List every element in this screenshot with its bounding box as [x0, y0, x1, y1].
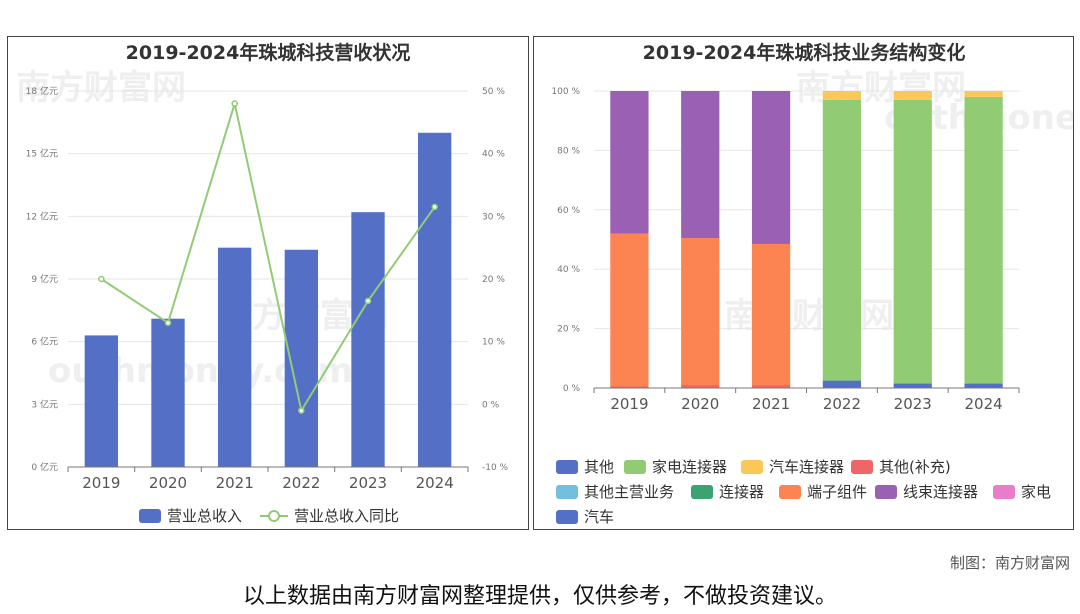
legend-label-2[interactable]: 汽车连接器: [769, 458, 844, 476]
x-tick-label: 2024: [964, 395, 1002, 413]
legend-swatch-3[interactable]: [851, 460, 873, 474]
disclaimer-text: 以上数据由南方财富网整理提供，仅供参考，不做投资建议。: [242, 584, 837, 609]
x-tick-label: 2023: [894, 395, 932, 413]
stack-segment-2: [822, 91, 862, 100]
legend-label-6[interactable]: 端子组件: [807, 483, 867, 501]
y-tick-label: 9 亿元: [31, 273, 58, 285]
stack-segment-3: [681, 385, 720, 388]
chart-title: 2019-2024年珠城科技营收状况: [126, 41, 411, 64]
revenue-bar: [418, 132, 452, 467]
y-tick-label: 15 亿元: [26, 148, 58, 160]
legend-label-yoy[interactable]: 营业总收入同比: [294, 507, 399, 525]
structure-chart: 南方财富网 南方财富网 outhmoney.com 2019-2024年珠城科技…: [551, 41, 1073, 526]
stack-segment-7: [681, 91, 720, 239]
x-tick-label: 2019: [610, 395, 648, 413]
legend-swatch-8[interactable]: [993, 485, 1015, 499]
stack-segment-1: [822, 99, 862, 381]
legend-label-revenue[interactable]: 营业总收入: [167, 507, 242, 525]
yoy-point: [364, 297, 372, 305]
watermark: 南方财富网: [16, 68, 186, 108]
y-tick-label: 0 亿元: [31, 461, 58, 473]
revenue-bar: [151, 318, 185, 467]
yoy-point: [231, 100, 238, 107]
stack-segment-1: [964, 96, 1003, 384]
y2-tick-label: 0 %: [482, 400, 500, 410]
legend-label-0[interactable]: 其他: [584, 458, 614, 476]
y-tick-label: 18 亿元: [26, 85, 58, 97]
legend-swatch-1[interactable]: [624, 460, 646, 474]
stack-segment-3: [610, 386, 649, 388]
legend-label-1[interactable]: 家电连接器: [652, 458, 727, 476]
legend-label-7[interactable]: 线束连接器: [903, 483, 978, 501]
yoy-point: [164, 319, 172, 327]
stack-segment-6: [681, 238, 720, 386]
y2-tick-label: 30 %: [482, 212, 505, 222]
legend-swatch-7[interactable]: [875, 485, 897, 499]
chart-credit: 制图：南方财富网: [949, 554, 1070, 572]
stack-segment-7: [751, 91, 791, 244]
revenue-chart: 南方财富网 outhmoney.com 南方财富网 2019-2024年珠城科技…: [16, 41, 509, 525]
watermark: 南方财富网: [724, 296, 894, 336]
stack-segment-0: [893, 383, 932, 388]
y-tick-label: 20 %: [557, 325, 580, 335]
y-tick-label: 3 亿元: [31, 398, 58, 410]
legend-swatch-6[interactable]: [779, 485, 801, 499]
legend-label-9[interactable]: 汽车: [584, 508, 614, 526]
stack-segment-0: [964, 383, 1003, 388]
x-tick-label: 2022: [823, 395, 861, 413]
legend-label-4[interactable]: 其他主营业务: [584, 483, 674, 501]
x-tick-label: 2020: [681, 395, 719, 413]
yoy-line: [100, 99, 436, 414]
structure-chart-panel: 南方财富网 南方财富网 outhmoney.com 2019-2024年珠城科技…: [533, 36, 1074, 530]
legend-swatch-revenue[interactable]: [139, 509, 161, 523]
stack-segment-2: [893, 91, 932, 100]
legend-swatch-2[interactable]: [741, 460, 763, 474]
y-tick-label: 40 %: [557, 265, 580, 275]
y2-tick-label: -10 %: [482, 463, 509, 473]
x-tick-label: 2024: [416, 474, 454, 492]
revenue-chart-panel: 南方财富网 outhmoney.com 南方财富网 2019-2024年珠城科技…: [7, 36, 529, 530]
legend-swatch-yoy[interactable]: [268, 510, 280, 522]
legend-swatch-0[interactable]: [556, 460, 578, 474]
y-tick-label: 80 %: [557, 146, 580, 156]
legend-label-3[interactable]: 其他(补充): [879, 458, 951, 476]
x-tick-label: 2022: [282, 474, 320, 492]
legend-swatch-4[interactable]: [556, 485, 578, 499]
stack-segment-7: [610, 91, 649, 234]
revenue-bar: [84, 335, 118, 467]
legend-label-5[interactable]: 连接器: [719, 483, 764, 501]
stack-segment-1: [893, 99, 932, 384]
legend-label-8[interactable]: 家电: [1021, 483, 1051, 501]
y-tick-label: 6 亿元: [31, 336, 58, 348]
x-tick-label: 2021: [216, 474, 254, 492]
yoy-point: [298, 407, 305, 414]
y-tick-label: 0 %: [563, 384, 581, 394]
legend-swatch-5[interactable]: [691, 485, 713, 499]
yoy-point: [431, 203, 438, 211]
stack-segment-3: [751, 385, 791, 388]
y2-tick-label: 20 %: [482, 275, 505, 285]
stack-segment-6: [610, 233, 649, 387]
revenue-bar: [351, 212, 385, 467]
y-tick-label: 100 %: [551, 87, 580, 97]
chart-title: 2019-2024年珠城科技业务结构变化: [643, 41, 966, 64]
y2-tick-label: 10 %: [482, 338, 505, 348]
stack-segment-2: [964, 91, 1003, 97]
y2-tick-label: 40 %: [482, 150, 505, 160]
stack-segment-6: [751, 243, 791, 386]
x-tick-label: 2019: [82, 474, 120, 492]
x-tick-label: 2021: [752, 395, 790, 413]
legend-swatch-9[interactable]: [556, 510, 578, 524]
y-tick-label: 60 %: [557, 206, 580, 216]
y-tick-label: 12 亿元: [26, 210, 58, 222]
revenue-bar: [218, 247, 252, 467]
x-tick-label: 2023: [349, 474, 387, 492]
yoy-point: [98, 275, 105, 283]
y2-tick-label: 50 %: [482, 87, 505, 97]
x-tick-label: 2020: [149, 474, 187, 492]
stack-segment-0: [822, 380, 862, 388]
